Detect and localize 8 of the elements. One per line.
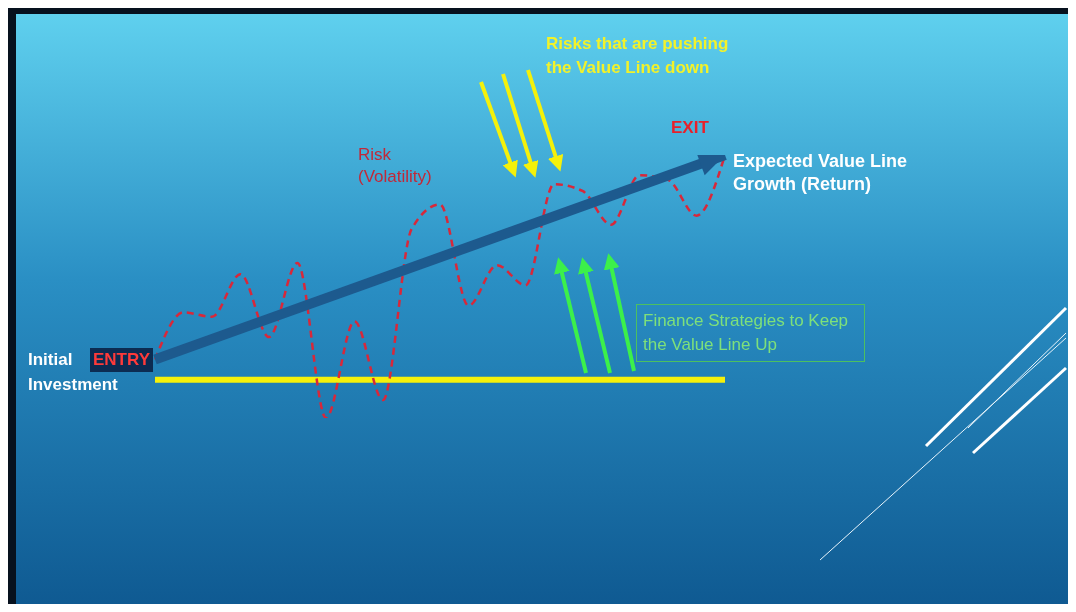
legend-label: Expected Value Line Growth (Return)	[733, 150, 909, 197]
text: Initial	[28, 349, 73, 371]
text: Risks that are pushing the Value Line down	[546, 33, 730, 79]
text: EXIT	[671, 117, 709, 139]
series-label: Risk (Volatility)	[358, 144, 433, 189]
text: Investment	[28, 374, 118, 396]
annotation: Finance Strategies to Keep the Value Line Up	[636, 304, 865, 362]
text: ENTRY	[90, 348, 153, 372]
